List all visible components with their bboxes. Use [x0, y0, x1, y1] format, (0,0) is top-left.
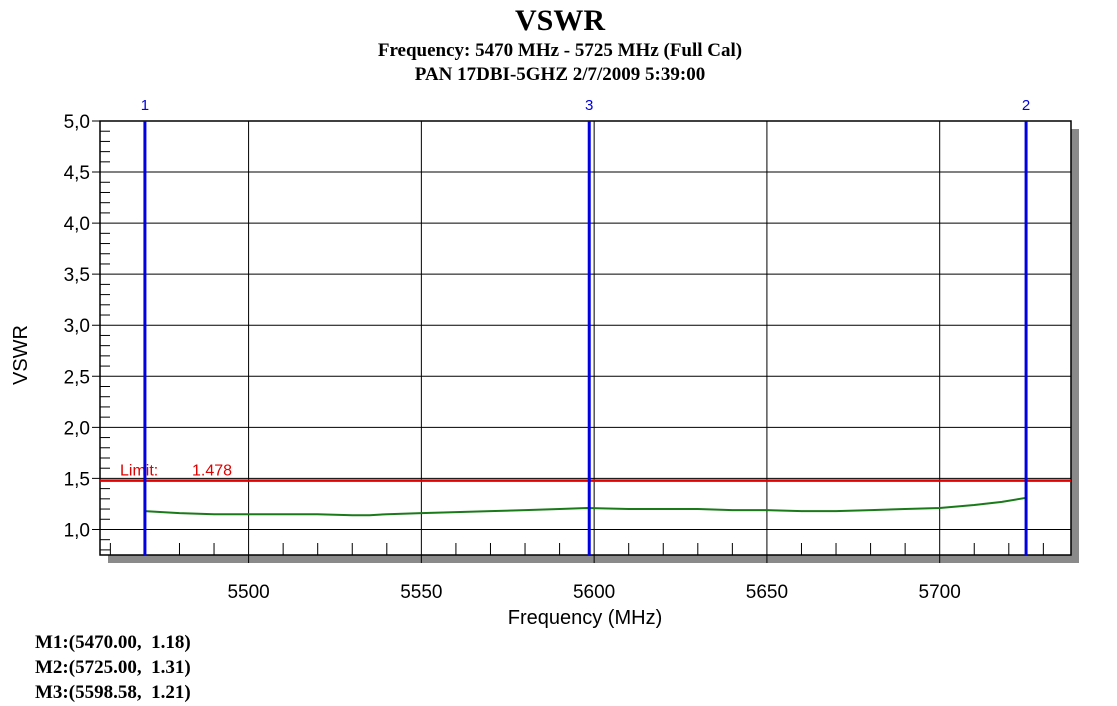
y-tick-label: 3,0: [64, 316, 90, 337]
marker-label: 3: [585, 97, 593, 114]
y-tick-label: 5,0: [64, 112, 90, 133]
marker-label: 1: [141, 97, 149, 114]
y-tick-label: 2,0: [64, 418, 90, 439]
chart-subtitle-1: Frequency: 5470 MHz - 5725 MHz (Full Cal…: [378, 40, 742, 61]
x-tick-label: 5650: [746, 582, 788, 603]
x-tick-label: 5600: [573, 582, 615, 603]
limit-label: Limit:: [120, 463, 158, 480]
y-tick-label: 4,0: [64, 214, 90, 235]
limit-value: 1.478: [192, 463, 232, 480]
plot-area: [99, 120, 1072, 556]
y-tick-label: 1,5: [64, 469, 90, 490]
chart-subtitle-2: PAN 17DBI-5GHZ 2/7/2009 5:39:00: [415, 64, 705, 85]
vswr-series-line: [144, 496, 1027, 517]
y-tick-label: 1,0: [64, 520, 90, 541]
x-tick-label: 5550: [400, 582, 442, 603]
chart-title: VSWR: [515, 4, 605, 37]
y-tick-label: 4,5: [64, 163, 90, 184]
y-axis-label: VSWR: [10, 325, 32, 385]
marker-readout-2: M2:(5725.00, 1.31): [35, 657, 191, 678]
marker-label: 2: [1022, 97, 1030, 114]
y-tick-label: 2,5: [64, 367, 90, 388]
marker-readout-1: M1:(5470.00, 1.18): [35, 632, 191, 653]
y-tick-label: 3,5: [64, 265, 90, 286]
x-tick-label: 5500: [227, 582, 269, 603]
x-tick-label: 5700: [919, 582, 961, 603]
marker-readout-3: M3:(5598.58, 1.21): [35, 682, 191, 703]
x-axis-label: Frequency (MHz): [508, 607, 662, 629]
